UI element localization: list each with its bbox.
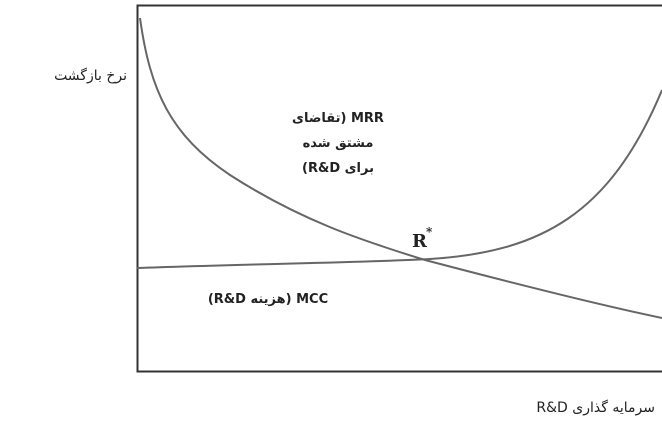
mrr-label: برای R&D) xyxy=(302,161,374,176)
mcc-curve xyxy=(136,89,662,269)
x-axis-label: سرمایه گذاری R&D xyxy=(536,399,655,416)
y-axis-label: نرخ بازگشت xyxy=(54,67,127,84)
plot-frame xyxy=(136,4,662,373)
equilibrium-sup: * xyxy=(426,225,433,239)
mcc-label: MCC (هزینه R&D) xyxy=(208,292,328,307)
equilibrium-label: R xyxy=(412,231,428,252)
mrr-label: مشتق شده xyxy=(303,136,374,151)
mrr-label: MRR (تقاضای xyxy=(292,111,384,126)
mrr-curve xyxy=(139,17,662,319)
